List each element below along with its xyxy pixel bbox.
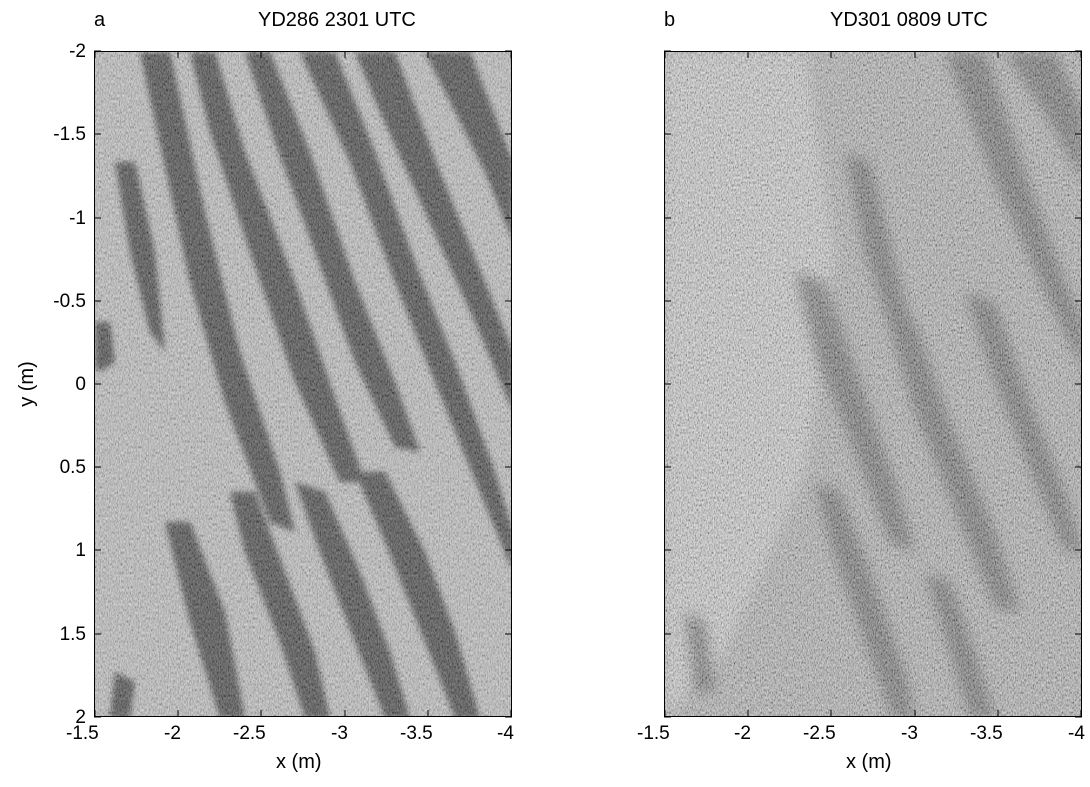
panel-b-xtick: -4 [1068, 723, 1085, 744]
panel-a-ytick: -2 [69, 41, 86, 62]
panel-b-xtick: -3 [901, 723, 918, 744]
panel-a-ytick: 0.5 [59, 457, 86, 478]
panel-b-xtick: -2.5 [803, 723, 836, 744]
panel-a-ytick: 1.5 [59, 624, 86, 645]
panel-b-xlabel: x (m) [846, 751, 892, 773]
panel-a-title: YD286 2301 UTC [258, 9, 416, 31]
panel-a-ytick: 2 [75, 707, 86, 728]
panel-b-image [664, 51, 1082, 717]
panel-a-xlabel: x (m) [276, 751, 322, 773]
panel-a-ytick: -0.5 [53, 291, 86, 312]
panel-a-ytick: -1.5 [53, 124, 86, 145]
panel-a-ytick: 1 [75, 540, 86, 561]
panel-a-ytick: 0 [75, 374, 86, 395]
panel-a-letter: a [94, 9, 106, 31]
sonar-image-a [95, 52, 511, 716]
panel-a-xtick: -2.5 [233, 723, 266, 744]
panel-a-xtick: -1.5 [66, 723, 99, 744]
panel-a-xtick: -4 [497, 723, 514, 744]
panel-b-letter: b [664, 9, 676, 31]
panel-a-image [94, 51, 512, 717]
panel-a-xtick: -2 [164, 723, 181, 744]
panel-a-ytick: -1 [69, 208, 86, 229]
panel-b-xtick: -1.5 [637, 723, 670, 744]
panel-a-xtick: -3.5 [400, 723, 433, 744]
panel-b-title: YD301 0809 UTC [830, 9, 988, 31]
panel-b-xtick: -3.5 [970, 723, 1003, 744]
sonar-image-b [665, 52, 1081, 716]
panel-b-xtick: -2 [734, 723, 751, 744]
panel-a-ylabel: y (m) [16, 361, 38, 407]
panel-a-xtick: -3 [331, 723, 348, 744]
